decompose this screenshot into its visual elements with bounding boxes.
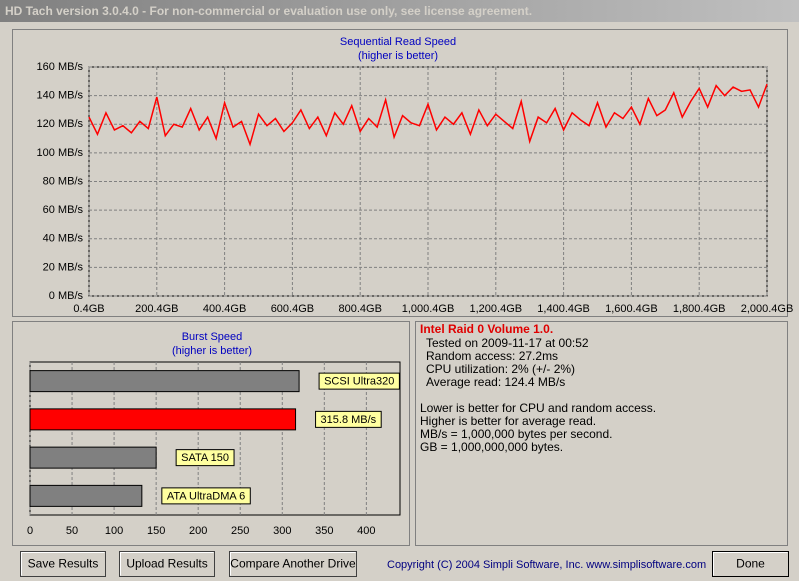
x-tick-label: 1,600.4GB xyxy=(605,303,658,315)
y-tick-label: 100 MB/s xyxy=(37,147,84,159)
y-tick-label: 120 MB/s xyxy=(37,118,84,130)
burst-bar xyxy=(30,409,296,430)
info-note: Lower is better for CPU and random acces… xyxy=(420,401,656,415)
x-tick-label: 100 xyxy=(105,525,123,537)
x-tick-label: 400.4GB xyxy=(203,303,246,315)
x-tick-label: 50 xyxy=(66,525,78,537)
y-tick-label: 40 MB/s xyxy=(43,233,84,245)
x-tick-label: 1,400.4GB xyxy=(537,303,590,315)
y-tick-label: 20 MB/s xyxy=(43,261,84,273)
info-note: MB/s = 1,000,000 bytes per second. xyxy=(420,427,612,441)
y-tick-label: 0 MB/s xyxy=(49,290,84,302)
x-tick-label: 200.4GB xyxy=(135,303,178,315)
burst-bar xyxy=(30,447,156,468)
window-title: HD Tach version 3.0.4.0 - For non-commer… xyxy=(5,4,532,18)
y-tick-label: 140 MB/s xyxy=(37,90,84,102)
x-tick-label: 2,000.4GB xyxy=(741,303,794,315)
button-label[interactable]: Save Results xyxy=(28,557,99,571)
y-tick-label: 80 MB/s xyxy=(43,175,84,187)
x-tick-label: 400 xyxy=(357,525,375,537)
info-detail: Tested on 2009-11-17 at 00:52 xyxy=(426,336,589,350)
bar-label: 315.8 MB/s xyxy=(321,414,377,426)
y-tick-label: 60 MB/s xyxy=(43,204,84,216)
x-tick-label: 0 xyxy=(27,525,33,537)
copyright: Copyright (C) 2004 Simpli Software, Inc.… xyxy=(387,559,706,571)
y-tick-label: 160 MB/s xyxy=(37,61,84,73)
info-detail: Random access: 27.2ms xyxy=(426,349,558,363)
x-tick-label: 200 xyxy=(189,525,207,537)
x-tick-label: 150 xyxy=(147,525,165,537)
button-label[interactable]: Upload Results xyxy=(126,557,207,571)
button-label[interactable]: Compare Another Drive xyxy=(230,557,356,571)
x-tick-label: 1,000.4GB xyxy=(402,303,455,315)
info-detail: CPU utilization: 2% (+/- 2%) xyxy=(426,362,575,376)
burst-bar xyxy=(30,485,142,506)
x-tick-label: 350 xyxy=(315,525,333,537)
x-tick-label: 250 xyxy=(231,525,249,537)
chart-subtitle: (higher is better) xyxy=(172,345,252,357)
x-tick-label: 300 xyxy=(273,525,291,537)
x-tick-label: 600.4GB xyxy=(271,303,314,315)
x-tick-label: 1,200.4GB xyxy=(470,303,523,315)
chart-title: Sequential Read Speed xyxy=(340,36,456,48)
x-tick-label: 0.4GB xyxy=(73,303,104,315)
info-note: Higher is better for average read. xyxy=(420,414,596,428)
burst-bar xyxy=(30,371,299,392)
chart-subtitle: (higher is better) xyxy=(358,50,438,62)
chart-title: Burst Speed xyxy=(182,331,243,343)
bar-label: SATA 150 xyxy=(181,452,229,464)
info-detail: Average read: 124.4 MB/s xyxy=(426,375,565,389)
bar-label: SCSI Ultra320 xyxy=(324,376,394,388)
button-label[interactable]: Done xyxy=(736,557,765,571)
bar-label: ATA UltraDMA 6 xyxy=(167,490,245,502)
info-note: GB = 1,000,000,000 bytes. xyxy=(420,440,563,454)
drive-name: Intel Raid 0 Volume 1.0. xyxy=(420,322,553,336)
x-tick-label: 800.4GB xyxy=(338,303,381,315)
x-tick-label: 1,800.4GB xyxy=(673,303,726,315)
